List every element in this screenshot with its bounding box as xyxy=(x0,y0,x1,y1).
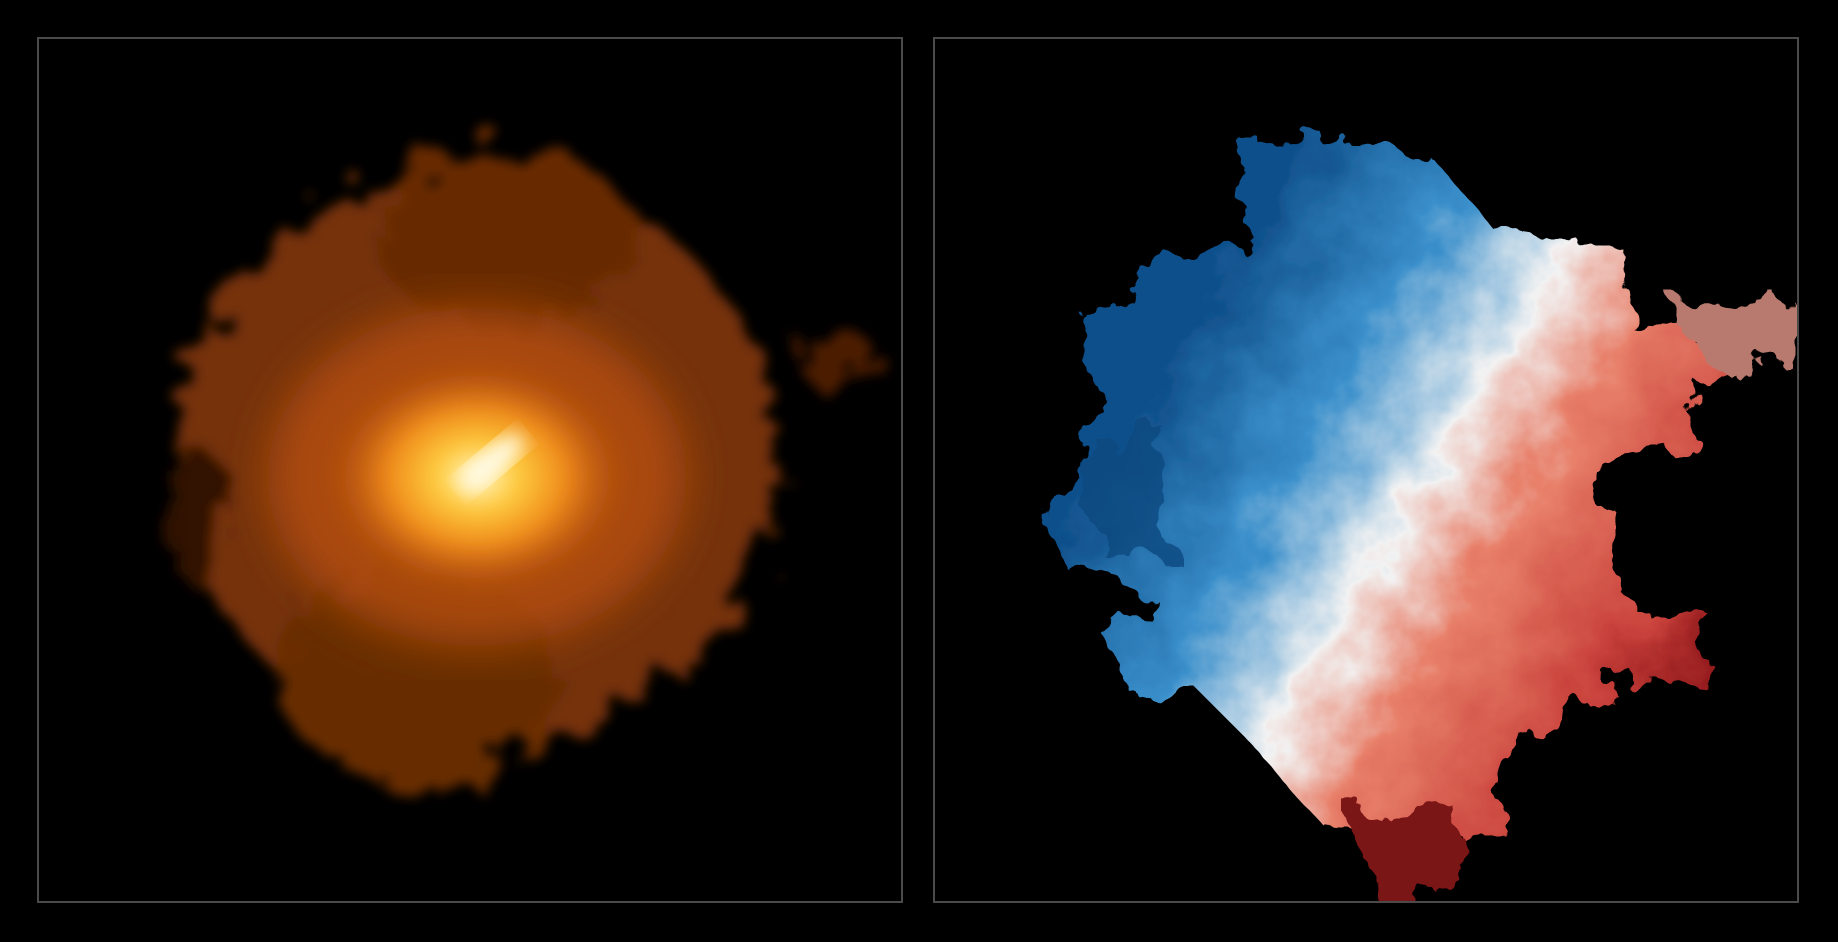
intensity-map-image xyxy=(168,148,876,786)
intensity-map-panel xyxy=(37,37,903,903)
velocity-map-image xyxy=(1044,138,1792,901)
velocity-map-panel xyxy=(933,37,1799,903)
dark-red-tail xyxy=(1353,805,1473,901)
